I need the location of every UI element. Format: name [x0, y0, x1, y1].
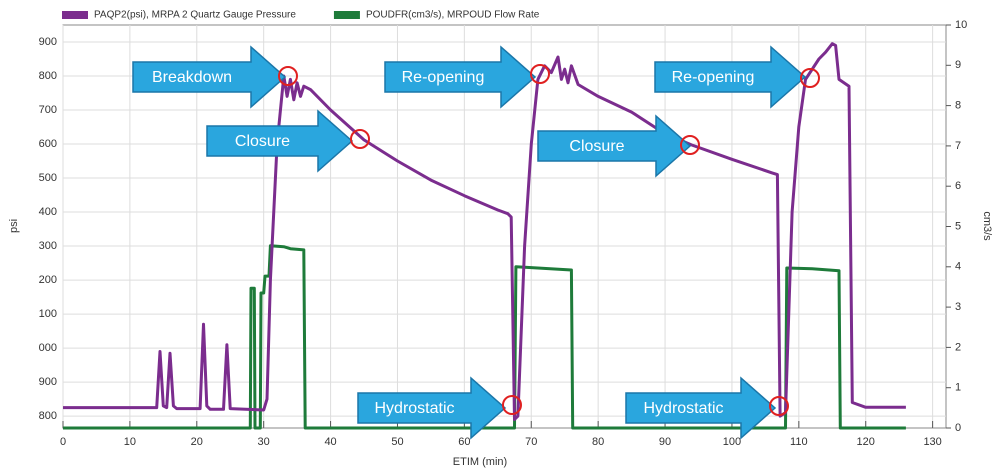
x-tick-label: 20 — [191, 436, 203, 448]
y2-tick-label: 7 — [955, 140, 961, 152]
y-tick-label: 600 — [39, 138, 57, 150]
x-tick-label: 50 — [391, 436, 403, 448]
annotation-label: Re-opening — [672, 69, 755, 86]
annotation-arrow — [132, 45, 287, 109]
y2-tick-label: 9 — [955, 59, 961, 71]
x-tick-label: 100 — [723, 436, 741, 448]
annotation-label: Hydrostatic — [643, 400, 723, 417]
y2-tick-label: 5 — [955, 220, 961, 232]
series-line — [63, 244, 906, 430]
y2-tick-label: 10 — [955, 19, 967, 31]
y-tick-label: 000 — [39, 342, 57, 354]
highlight-circle — [530, 64, 550, 84]
annotation-arrow — [357, 376, 507, 440]
annotation-label: Breakdown — [152, 69, 232, 86]
x-tick-label: 10 — [124, 436, 136, 448]
y-axis-label: psi — [8, 219, 20, 233]
y2-tick-label: 3 — [955, 301, 961, 313]
y-tick-label: 400 — [39, 206, 57, 218]
legend-swatch — [333, 11, 360, 19]
x-axis-label: ETIM (min) — [453, 456, 507, 468]
annotation-arrow — [206, 109, 354, 173]
y2-tick-label: 1 — [955, 382, 961, 394]
annotation-arrow — [625, 376, 777, 440]
x-tick-label: 120 — [857, 436, 875, 448]
highlight-circle — [350, 129, 370, 149]
y-tick-label: 800 — [39, 70, 57, 82]
y2-axis-label: cm3/s — [981, 211, 993, 241]
y-tick-label: 800 — [39, 410, 57, 422]
y-tick-label: 100 — [39, 308, 57, 320]
highlight-circle — [800, 68, 820, 88]
x-tick-label: 40 — [324, 436, 336, 448]
annotation-label: Re-opening — [402, 69, 485, 86]
x-tick-label: 130 — [923, 436, 941, 448]
y2-tick-label: 0 — [955, 422, 961, 434]
y2-tick-label: 6 — [955, 180, 961, 192]
legend-swatch — [62, 11, 88, 19]
x-tick-label: 30 — [258, 436, 270, 448]
legend-label: POUDFR(cm3/s), MRPOUD Flow Rate — [366, 10, 540, 21]
highlight-circle — [680, 135, 700, 155]
y-tick-label: 900 — [39, 376, 57, 388]
y2-tick-label: 8 — [955, 100, 961, 112]
y2-tick-label: 4 — [955, 261, 961, 273]
y-tick-label: 500 — [39, 172, 57, 184]
annotation-arrow — [384, 45, 537, 109]
annotation-label: Closure — [235, 133, 290, 150]
annotation-label: Hydrostatic — [374, 400, 454, 417]
annotation-arrow — [654, 45, 807, 109]
x-tick-label: 90 — [659, 436, 671, 448]
x-tick-label: 60 — [458, 436, 470, 448]
y-tick-label: 300 — [39, 240, 57, 252]
legend-label: PAQP2(psi), MRPA 2 Quartz Gauge Pressure — [94, 10, 296, 21]
series-line — [63, 42, 906, 421]
y-tick-label: 700 — [39, 104, 57, 116]
highlight-circle — [769, 396, 789, 416]
x-tick-label: 80 — [592, 436, 604, 448]
annotation-arrow — [537, 114, 692, 178]
y2-tick-label: 2 — [955, 341, 961, 353]
y-tick-label: 900 — [39, 36, 57, 48]
annotation-label: Closure — [569, 138, 624, 155]
y-tick-label: 200 — [39, 274, 57, 286]
highlight-circle — [278, 66, 298, 86]
x-tick-label: 110 — [790, 436, 808, 448]
x-tick-label: 0 — [60, 436, 66, 448]
highlight-circle — [502, 395, 522, 415]
x-tick-label: 70 — [525, 436, 537, 448]
